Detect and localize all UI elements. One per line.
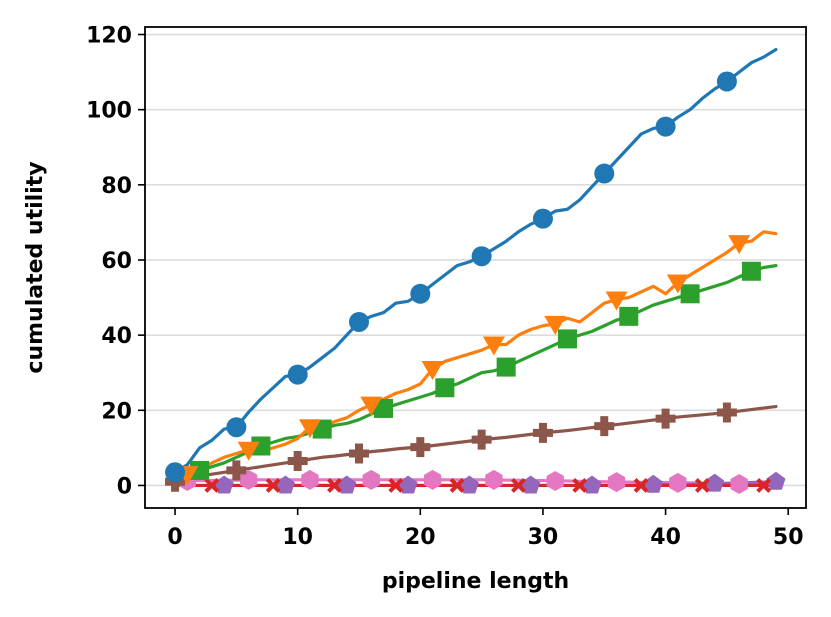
series-5-marker <box>633 478 649 493</box>
series-1-marker <box>594 163 615 184</box>
series-5-marker <box>694 478 710 493</box>
x-tick-label: 50 <box>773 525 804 550</box>
series-4-marker <box>655 408 676 429</box>
y-tick-label: 60 <box>101 249 132 274</box>
y-tick-label: 40 <box>101 324 132 349</box>
series-5-marker <box>449 478 465 493</box>
series-4-marker <box>226 460 247 481</box>
series-1-marker <box>348 311 369 332</box>
x-tick-label: 20 <box>405 525 436 550</box>
series-3-marker <box>496 357 516 377</box>
series-lines <box>173 47 778 488</box>
series-6-marker <box>337 475 357 494</box>
gridlines <box>145 33 806 487</box>
x-axis-label: pipeline length <box>382 569 569 594</box>
series-3-marker <box>741 261 761 281</box>
series-2-marker <box>482 336 505 356</box>
y-tick-label: 120 <box>86 24 132 49</box>
series-markers <box>165 71 786 494</box>
series-2-marker <box>666 274 689 294</box>
series-4-marker <box>532 422 553 443</box>
series-4-marker <box>348 443 369 464</box>
series-1-marker <box>410 283 431 304</box>
series-1-marker <box>655 116 676 137</box>
series-5-marker <box>388 478 404 493</box>
plot-frame <box>144 26 807 509</box>
series-7-marker <box>669 472 687 493</box>
y-tick-label: 20 <box>101 399 132 424</box>
series-5-marker <box>327 478 342 493</box>
series-1-marker <box>716 71 737 92</box>
series-3-marker <box>680 284 700 304</box>
series-6-marker <box>459 475 479 494</box>
series-5-marker <box>265 478 281 493</box>
series-3-line <box>173 264 778 478</box>
series-6-marker <box>766 471 786 490</box>
series-6-marker <box>214 475 234 494</box>
series-7-marker <box>485 469 503 490</box>
series-2-marker <box>360 396 383 416</box>
series-4-marker <box>594 416 615 437</box>
series-3-marker <box>557 329 577 349</box>
series-1-marker <box>165 462 186 483</box>
series-5-marker <box>756 478 772 493</box>
series-2-marker <box>605 291 628 311</box>
series-4-marker <box>410 437 431 458</box>
series-5-marker <box>572 478 588 493</box>
series-4-marker <box>287 451 308 472</box>
series-3-marker <box>374 398 394 418</box>
series-1-marker <box>287 364 308 385</box>
y-tick-label: 80 <box>101 174 132 199</box>
y-tick-label: 0 <box>117 474 132 499</box>
series-4-marker <box>716 402 737 423</box>
series-7-marker <box>423 469 442 490</box>
series-7-marker <box>301 469 319 490</box>
series-6-marker <box>521 475 541 494</box>
series-2-marker <box>728 235 751 255</box>
series-3-marker <box>251 436 271 456</box>
series-4-marker <box>471 429 492 450</box>
series-7-marker <box>546 470 564 491</box>
series-7-marker <box>730 473 748 494</box>
series-3-marker <box>435 378 455 398</box>
series-2-marker <box>298 419 321 439</box>
series-1-marker <box>226 417 247 438</box>
x-axis-ticks: 0 10 20 30 40 50 <box>167 508 804 550</box>
y-tick-label: 100 <box>86 99 132 124</box>
series-1-marker <box>471 246 492 267</box>
series-2-marker <box>544 315 567 335</box>
series-2-marker <box>421 360 444 380</box>
series-1-marker <box>532 208 553 229</box>
y-axis-ticks: 0 20 40 60 80 100 120 <box>86 24 145 499</box>
series-5-marker <box>511 478 526 493</box>
series-6-marker <box>705 473 725 492</box>
series-7-marker <box>239 469 258 490</box>
series-3-marker <box>190 460 210 480</box>
x-tick-label: 40 <box>650 525 681 550</box>
y-axis-label: cumulated utility <box>23 161 48 373</box>
x-tick-label: 10 <box>282 525 313 550</box>
series-7-marker <box>607 472 626 493</box>
series-6-marker <box>643 474 663 493</box>
series-3-marker <box>619 306 639 326</box>
series-6-marker <box>275 475 295 494</box>
series-6-marker <box>582 475 602 494</box>
series-2-marker <box>237 441 260 461</box>
series-5-marker <box>204 478 220 493</box>
x-tick-label: 30 <box>528 525 559 550</box>
series-6-marker <box>398 475 418 494</box>
series-7-marker <box>362 469 380 490</box>
x-tick-label: 0 <box>167 525 182 550</box>
